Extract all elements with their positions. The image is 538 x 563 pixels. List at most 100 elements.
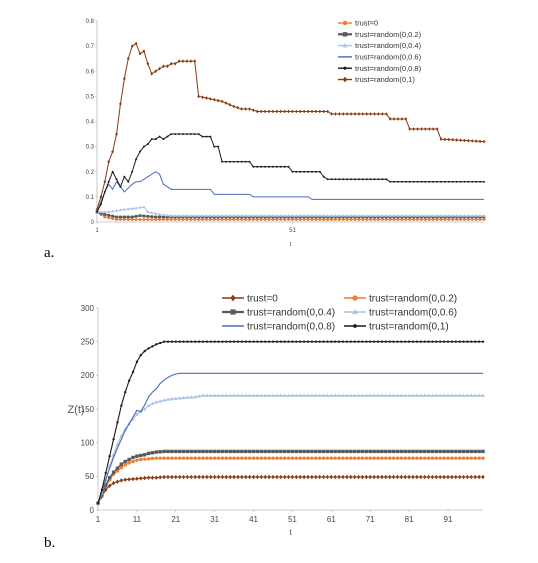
data-point — [236, 393, 240, 397]
data-point — [408, 215, 412, 219]
data-point — [193, 215, 197, 219]
data-point — [189, 214, 193, 217]
series-trust-random-0-1- — [95, 41, 486, 212]
data-point — [162, 398, 166, 402]
data-point — [271, 340, 275, 343]
data-point — [256, 340, 259, 343]
data-point — [325, 456, 330, 460]
data-point — [404, 340, 407, 343]
data-point — [333, 456, 337, 460]
data-point — [193, 214, 197, 217]
data-point — [139, 150, 141, 153]
data-point — [404, 214, 408, 217]
data-point — [434, 474, 439, 480]
data-point — [400, 215, 404, 219]
data-point — [256, 165, 259, 168]
data-point — [337, 214, 341, 217]
data-point — [212, 449, 217, 454]
legend-marker — [343, 66, 347, 70]
data-point — [466, 138, 470, 143]
data-point — [177, 474, 182, 480]
data-point — [322, 214, 326, 217]
data-point — [345, 393, 349, 397]
data-point — [380, 218, 384, 221]
data-point — [438, 393, 443, 397]
data-point — [122, 76, 126, 81]
data-point — [380, 449, 384, 454]
data-point — [154, 138, 157, 141]
data-point — [478, 214, 482, 217]
data-point — [322, 175, 325, 178]
data-point — [236, 160, 239, 163]
data-point — [357, 215, 361, 219]
data-point — [450, 393, 454, 397]
data-point — [416, 214, 420, 217]
data-point — [244, 474, 248, 480]
data-point — [111, 209, 115, 213]
data-point — [135, 412, 139, 416]
data-point — [248, 215, 251, 219]
data-point — [166, 340, 170, 343]
data-point — [279, 449, 283, 454]
data-point — [380, 393, 384, 397]
data-point — [415, 340, 419, 343]
data-point — [232, 340, 236, 343]
x-tick-label: 71 — [366, 515, 375, 524]
data-point — [334, 178, 337, 181]
data-point — [387, 456, 392, 460]
legend-label: trust=0 — [247, 294, 278, 305]
data-point — [430, 393, 435, 397]
data-point — [286, 456, 291, 460]
data-point — [197, 214, 201, 217]
data-point — [404, 218, 408, 221]
data-point — [395, 456, 400, 460]
data-point — [384, 456, 388, 460]
data-point — [259, 449, 264, 454]
data-point — [146, 143, 149, 146]
data-point — [329, 393, 334, 397]
data-point — [431, 214, 435, 217]
data-point — [107, 180, 110, 183]
data-point — [263, 218, 267, 221]
data-point — [426, 474, 431, 480]
data-point — [287, 214, 291, 217]
data-point — [334, 215, 337, 219]
data-point — [326, 340, 329, 343]
data-point — [435, 218, 439, 221]
data-point — [170, 474, 174, 480]
data-point — [294, 449, 299, 454]
data-point — [426, 393, 431, 397]
data-point — [474, 218, 478, 221]
data-point — [290, 214, 294, 217]
data-point — [473, 456, 477, 460]
data-point — [368, 456, 372, 460]
data-point — [275, 215, 279, 219]
data-point — [352, 456, 357, 460]
data-point — [385, 178, 388, 181]
data-point — [469, 474, 474, 480]
data-point — [443, 137, 447, 142]
data-point — [189, 133, 192, 136]
data-point — [194, 340, 197, 343]
data-point — [158, 399, 163, 403]
data-point — [473, 393, 478, 397]
data-point — [286, 393, 291, 397]
data-point — [415, 474, 419, 480]
data-point — [197, 456, 201, 460]
data-point — [415, 449, 419, 454]
data-point — [264, 340, 267, 343]
data-point — [306, 474, 310, 480]
data-point — [127, 379, 131, 382]
data-point — [383, 393, 388, 397]
data-point — [251, 108, 255, 113]
data-point — [216, 456, 221, 460]
data-point — [302, 449, 306, 454]
data-point — [338, 178, 341, 181]
y-tick-label: 0.2 — [86, 170, 95, 176]
data-point — [174, 449, 178, 454]
data-point — [373, 215, 376, 219]
data-point — [181, 449, 186, 454]
data-point — [279, 109, 283, 114]
data-point — [158, 212, 162, 216]
data-point — [279, 214, 283, 217]
